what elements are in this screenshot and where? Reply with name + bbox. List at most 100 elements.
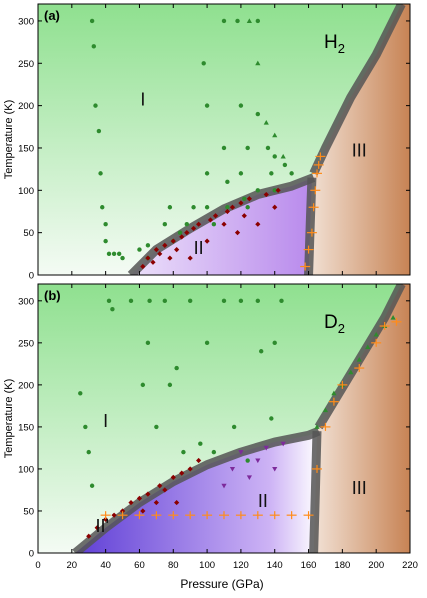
data-point-green-circle — [162, 221, 168, 227]
y-tick-label: 150 — [18, 143, 34, 154]
data-point-red-diamond — [212, 213, 219, 219]
y-axis-label: Temperature (K) — [3, 379, 15, 458]
y-tick-label: 100 — [18, 464, 34, 475]
x-tick-label: 80 — [168, 560, 179, 571]
data-point-green-circle — [86, 449, 91, 455]
data-point-red-diamond — [119, 508, 126, 514]
data-point-red-diamond — [196, 221, 202, 227]
data-point-red-diamond — [229, 204, 236, 210]
data-point-red-diamond — [275, 187, 281, 193]
x-tick-label: 20 — [67, 560, 78, 571]
data-point-red-diamond — [207, 217, 214, 223]
data-point-red-diamond — [241, 213, 247, 219]
data-point-red-diamond — [136, 495, 143, 501]
data-point-green-triangle — [348, 369, 354, 375]
data-point-green-circle — [91, 44, 97, 49]
data-point-green-circle — [147, 298, 152, 304]
data-point-green-triangle — [331, 390, 337, 396]
x-axis-ticks: 0 20 40 60 80 100 120 140 160 180 200 220 — [35, 560, 418, 571]
data-point-green-circle — [89, 18, 95, 24]
plot-area — [38, 4, 410, 275]
y-tick-label: 0 — [29, 549, 34, 560]
data-point-green-circle — [289, 171, 294, 176]
data-point-green-circle — [238, 103, 244, 108]
data-point-green-circle — [259, 349, 264, 354]
data-point-green-circle — [116, 251, 122, 257]
y-tick-label: 250 — [18, 338, 34, 349]
data-point-green-circle — [181, 449, 186, 455]
data-point-green-circle — [255, 18, 261, 24]
data-point-red-diamond — [162, 487, 168, 493]
data-point-purple-down-triangle — [280, 441, 286, 447]
data-point-green-triangle — [373, 331, 379, 337]
boundary-ii-iii — [304, 177, 317, 275]
data-point-green-circle — [238, 298, 244, 304]
data-point-green-circle — [204, 205, 210, 210]
data-point-red-diamond — [246, 196, 252, 202]
y-axis-label: Temperature (K) — [3, 100, 15, 179]
data-point-red-diamond — [145, 255, 151, 261]
data-point-green-circle — [272, 154, 277, 159]
plot-area — [38, 284, 410, 553]
data-point-red-diamond — [255, 221, 261, 227]
x-axis-label: Pressure (GPa) — [180, 577, 263, 591]
x-tick-label: 180 — [334, 560, 350, 571]
data-point-red-diamond — [174, 246, 180, 253]
data-point-green-circle — [191, 205, 196, 210]
boundary-i-ii — [72, 426, 321, 553]
data-point-green-circle — [282, 162, 288, 168]
data-point-green-triangle — [365, 344, 371, 350]
data-point-green-circle — [184, 221, 189, 227]
data-point-red-diamond — [272, 204, 278, 210]
data-point-red-diamond — [196, 457, 202, 464]
phase-region-III — [308, 4, 410, 275]
data-point-green-circle — [269, 171, 274, 176]
data-point-red-diamond — [86, 533, 92, 539]
data-point-purple-down-triangle — [229, 466, 236, 472]
data-point-green-circle — [242, 196, 247, 201]
data-point-red-diamond — [162, 242, 168, 248]
data-point-purple-down-triangle — [272, 466, 278, 472]
data-point-red-diamond — [190, 225, 197, 232]
data-point-green-circle — [78, 391, 83, 396]
data-point-green-circle — [96, 128, 102, 134]
y-tick-label: 250 — [18, 59, 34, 70]
data-point-red-diamond — [238, 200, 244, 206]
data-point-green-triangle — [280, 153, 286, 159]
phase-label: III — [352, 478, 367, 498]
boundary-ii-iii — [309, 430, 322, 553]
data-point-green-circle — [93, 103, 98, 108]
phase-label: II — [258, 491, 268, 511]
data-point-green-circle — [211, 221, 217, 227]
data-point-red-diamond — [234, 230, 241, 236]
x-tick-label: 140 — [267, 560, 283, 571]
data-point-red-diamond — [140, 508, 146, 514]
data-point-green-triangle — [356, 357, 362, 362]
data-point-green-circle — [137, 247, 142, 252]
data-point-red-diamond — [179, 470, 185, 476]
data-point-green-circle — [279, 298, 284, 304]
data-point-purple-down-triangle — [238, 450, 244, 455]
data-point-green-circle — [221, 145, 227, 151]
data-point-red-diamond — [140, 263, 146, 270]
data-point-green-circle — [111, 251, 117, 257]
data-point-red-diamond — [128, 499, 134, 506]
data-point-green-circle — [201, 61, 206, 66]
y-tick-label: 50 — [23, 506, 34, 517]
data-point-green-circle — [145, 340, 151, 346]
data-point-green-circle — [198, 441, 203, 446]
x-tick-label: 60 — [134, 560, 145, 571]
data-point-green-circle — [231, 424, 237, 430]
data-point-green-circle — [167, 382, 173, 388]
data-point-purple-down-triangle — [246, 475, 252, 480]
data-point-purple-down-triangle — [263, 445, 269, 451]
x-tick-label: 0 — [35, 560, 40, 571]
data-point-green-circle — [140, 382, 146, 388]
data-point-green-circle — [167, 205, 173, 210]
data-point-red-diamond — [221, 221, 227, 227]
x-tick-label: 100 — [199, 560, 215, 571]
data-point-red-diamond — [187, 255, 193, 261]
data-point-red-diamond — [145, 491, 151, 497]
